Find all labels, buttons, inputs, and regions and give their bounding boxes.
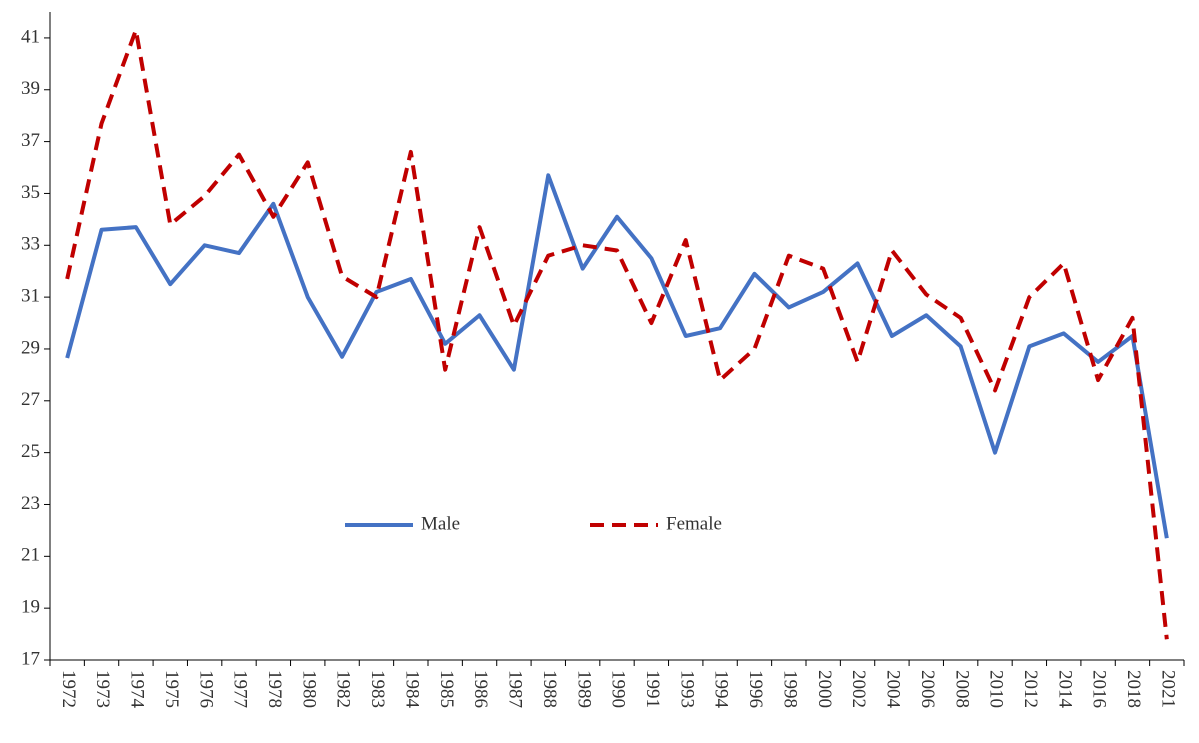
y-tick-label: 41: [21, 26, 40, 47]
x-tick-label: 1977: [230, 670, 251, 708]
y-tick-label: 39: [21, 78, 40, 99]
x-tick-label: 1998: [779, 670, 800, 708]
x-tick-label: 1975: [161, 670, 182, 708]
x-tick-label: 1988: [539, 670, 560, 708]
x-tick-label: 2018: [1123, 670, 1144, 708]
y-tick-label: 37: [21, 130, 40, 151]
x-tick-label: 2006: [917, 670, 938, 708]
x-tick-label: 1982: [333, 670, 354, 708]
x-tick-label: 1973: [92, 670, 113, 708]
x-tick-label: 2010: [986, 670, 1007, 708]
y-tick-label: 17: [21, 648, 40, 669]
x-tick-label: 1990: [608, 670, 629, 708]
legend-label: Female: [666, 513, 722, 534]
y-tick-label: 27: [21, 389, 40, 410]
x-tick-label: 1974: [127, 670, 148, 709]
y-tick-label: 29: [21, 337, 40, 358]
x-tick-label: 2016: [1089, 670, 1110, 708]
y-tick-label: 21: [21, 545, 40, 566]
x-tick-label: 1993: [676, 670, 697, 708]
y-tick-label: 25: [21, 441, 40, 462]
series-line: [65, 28, 1169, 640]
x-tick-label: 1989: [573, 670, 594, 708]
series-line: [65, 173, 1169, 539]
x-tick-label: 2012: [1020, 670, 1041, 708]
x-tick-label: 1996: [745, 670, 766, 708]
x-tick-label: 1985: [436, 670, 457, 708]
x-tick-label: 1983: [367, 670, 388, 708]
y-tick-label: 23: [21, 493, 40, 514]
x-tick-label: 1972: [58, 670, 79, 708]
x-tick-label: 2000: [814, 670, 835, 708]
x-tick-label: 2008: [951, 670, 972, 708]
x-tick-label: 1987: [505, 670, 526, 708]
x-tick-label: 1980: [298, 670, 319, 708]
x-tick-label: 1978: [264, 670, 285, 708]
x-tick-label: 2002: [848, 670, 869, 708]
x-tick-label: 2014: [1054, 670, 1075, 709]
x-tick-label: 2004: [883, 670, 904, 709]
y-tick-label: 31: [21, 285, 40, 306]
x-tick-label: 1986: [470, 670, 491, 708]
x-tick-label: 1976: [195, 670, 216, 708]
x-tick-label: 2021: [1157, 670, 1178, 708]
x-tick-label: 1984: [401, 670, 422, 709]
x-tick-label: 1991: [642, 670, 663, 708]
x-tick-label: 1994: [711, 670, 732, 709]
y-tick-label: 33: [21, 234, 40, 255]
y-tick-label: 19: [21, 597, 40, 618]
y-tick-label: 35: [21, 182, 40, 203]
legend-label: Male: [421, 513, 460, 534]
